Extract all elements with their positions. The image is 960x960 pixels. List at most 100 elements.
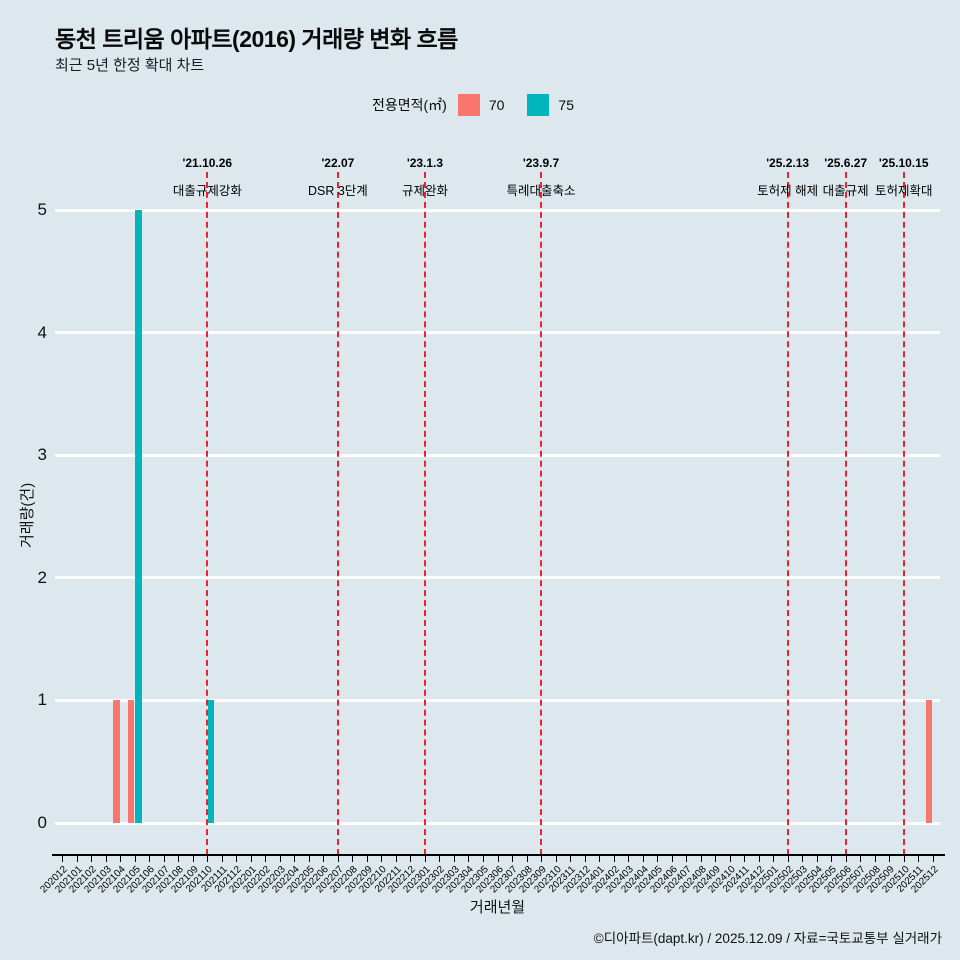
- x-axis-tick: [642, 856, 644, 862]
- bar-70-202105: [127, 700, 135, 823]
- event-date-label: '23.1.3: [406, 156, 444, 170]
- x-axis-tick: [192, 856, 194, 862]
- x-axis-tick: [453, 856, 455, 862]
- x-axis-tick: [555, 856, 557, 862]
- chart-subtitle: 최근 5년 한정 확대 차트: [55, 57, 205, 74]
- x-axis-tick: [134, 856, 136, 862]
- event-annotation-label: 토허제확대: [874, 184, 933, 198]
- x-axis-tick: [758, 856, 760, 862]
- event-date-label: '21.10.26: [182, 156, 233, 170]
- y-axis-tick-label: 0: [37, 813, 47, 832]
- x-axis-tick: [729, 856, 731, 862]
- x-axis-tick: [889, 856, 891, 862]
- x-axis-tick: [308, 856, 310, 862]
- y-axis-tick-label: 3: [37, 445, 47, 465]
- x-axis-tick: [802, 856, 804, 862]
- x-axis-tick: [120, 856, 122, 862]
- event-date-label: '25.6.27: [824, 156, 868, 170]
- event-line: [786, 172, 789, 855]
- x-axis-tick: [497, 856, 499, 862]
- x-axis-tick: [62, 856, 64, 862]
- x-axis-tick: [294, 856, 296, 862]
- x-axis-tick: [700, 856, 702, 862]
- x-axis-tick: [570, 856, 572, 862]
- x-axis-tick: [686, 856, 688, 862]
- x-axis-tick: [512, 856, 513, 862]
- x-axis-title: 거래년월: [469, 899, 526, 916]
- event-line: [336, 172, 339, 855]
- x-axis-tick: [773, 856, 775, 862]
- x-axis-tick: [381, 856, 383, 862]
- x-axis-tick: [744, 856, 746, 862]
- y-axis-tick-label: 5: [37, 200, 47, 219]
- bar-75-202110: [207, 700, 215, 823]
- source-credit: ©디아파트(dapt.kr) / 2025.12.09 / 자료=국토교통부 실…: [593, 931, 942, 946]
- event-annotation-label: 규제완화: [401, 184, 448, 198]
- x-axis-tick: [76, 856, 78, 862]
- chart-title: 동천 트리움 아파트(2016) 거래량 변화 흐름: [55, 26, 458, 52]
- x-axis-tick: [541, 856, 543, 862]
- x-axis-tick: [831, 856, 833, 862]
- x-axis-tick: [163, 856, 165, 862]
- legend-item-label: 70: [488, 97, 505, 113]
- x-axis-tick: [395, 856, 397, 862]
- event-date-label: '22.07: [321, 156, 355, 170]
- event-line: [423, 172, 426, 855]
- x-axis-tick: [657, 856, 659, 862]
- event-line: [844, 172, 847, 855]
- gridline-y0: [55, 821, 940, 825]
- event-annotation-label: 대출규제: [822, 184, 869, 198]
- legend-item-label: 75: [558, 97, 574, 113]
- gridline-y1: [55, 698, 940, 702]
- x-axis-tick: [787, 856, 789, 862]
- legend-swatch-70: [457, 94, 480, 116]
- bar-75-202105: [135, 210, 142, 823]
- bar-70-202512: [925, 700, 933, 823]
- x-axis-tick: [845, 856, 847, 862]
- legend: 전용면적(㎡) 70 75: [0, 94, 960, 116]
- x-axis-tick: [526, 856, 528, 862]
- x-axis-tick: [352, 856, 354, 862]
- x-axis-tick: [178, 856, 180, 862]
- x-axis-tick: [323, 856, 325, 862]
- event-annotation-label: DSR 3단계: [307, 184, 368, 198]
- gridline-y4: [55, 331, 940, 335]
- event-line: [902, 172, 905, 855]
- event-annotation-label: 대출규제강화: [172, 184, 242, 198]
- x-axis-tick: [932, 856, 934, 862]
- x-axis-tick: [584, 856, 586, 862]
- x-axis-line: [52, 854, 945, 856]
- y-axis-tick-label: 4: [37, 322, 47, 342]
- x-axis-tick: [918, 856, 920, 862]
- gridline-y3: [55, 453, 940, 457]
- x-axis-tick: [149, 856, 151, 862]
- x-axis-tick: [628, 856, 630, 862]
- x-axis-tick: [439, 856, 441, 862]
- x-axis-tick: [410, 856, 412, 862]
- x-axis-tick: [816, 856, 818, 862]
- x-axis-tick: [715, 856, 717, 862]
- x-axis-tick: [265, 856, 267, 862]
- x-axis-tick: [91, 856, 93, 862]
- event-line: [540, 172, 543, 855]
- x-axis-tick: [366, 856, 368, 862]
- x-axis-tick: [874, 856, 876, 862]
- y-axis-tick-label: 1: [37, 690, 47, 710]
- event-date-label: '25.10.15: [878, 156, 929, 170]
- gridline-y5: [55, 208, 940, 212]
- x-axis-tick: [424, 856, 426, 862]
- x-axis-tick: [236, 856, 238, 862]
- x-axis-tick: [221, 856, 223, 862]
- x-axis-tick: [482, 856, 484, 862]
- y-axis-title: 거래량(건): [19, 482, 36, 548]
- legend-title: 전용면적(㎡): [371, 97, 447, 113]
- bar-70-202104: [113, 700, 120, 823]
- x-axis-tick: [105, 856, 107, 862]
- x-axis-tick: [599, 856, 601, 862]
- x-axis-tick: [207, 856, 209, 862]
- x-axis-tick: [613, 856, 615, 862]
- x-axis-tick: [671, 856, 673, 862]
- event-date-label: '23.9.7: [522, 156, 560, 170]
- y-axis-tick-label: 2: [37, 567, 47, 587]
